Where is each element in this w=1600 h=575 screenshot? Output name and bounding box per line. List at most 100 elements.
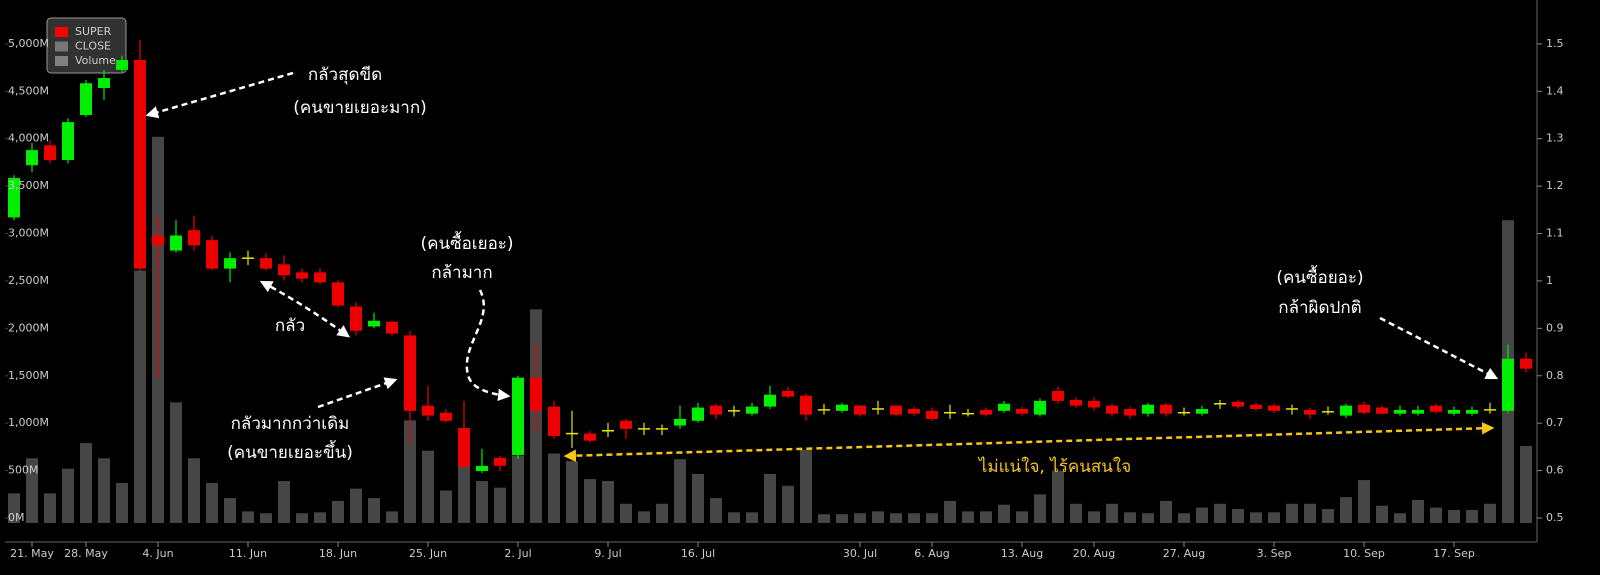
- y2-tick-label: 0.7: [1546, 416, 1564, 429]
- volume-bar: [62, 468, 74, 523]
- volume-bar: [602, 481, 614, 523]
- volume-bar: [1322, 508, 1334, 523]
- volume-bar: [836, 514, 848, 523]
- volume-bar: [854, 513, 866, 523]
- volume-bar: [1052, 470, 1064, 523]
- volume-bar: [746, 512, 758, 523]
- y2-tick-label: 1.1: [1546, 227, 1564, 240]
- candle-body: [476, 465, 488, 472]
- volume-bar: [512, 455, 524, 523]
- legend-swatch: [55, 27, 68, 37]
- candle-body: [908, 408, 920, 414]
- x-tick-label: 11. Jun: [229, 547, 267, 560]
- candle-body: [1340, 405, 1352, 416]
- x-tick-label: 18. Jun: [319, 547, 357, 560]
- volume-bar: [1106, 503, 1118, 523]
- volume-bar: [1394, 513, 1406, 523]
- candle-body: [80, 83, 92, 115]
- y-tick-label: 4,000M: [8, 132, 49, 145]
- candle-body: [1016, 408, 1028, 414]
- volume-bar: [314, 512, 326, 523]
- candle-body: [1232, 401, 1244, 407]
- volume-bar: [566, 461, 578, 523]
- x-tick-label: 3. Sep: [1257, 547, 1292, 560]
- candle-body: [1448, 409, 1460, 414]
- candle-body: [440, 412, 452, 421]
- x-tick-label: 21. May: [10, 547, 54, 560]
- x-tick-label: 25. Jun: [409, 547, 447, 560]
- arrow: [465, 289, 511, 402]
- plot-area: [8, 40, 1532, 523]
- volume-bar: [1142, 513, 1154, 523]
- annotation-arrows: [145, 71, 1499, 462]
- volume-bar: [908, 513, 920, 523]
- candle-body: [1142, 404, 1154, 414]
- volume-bar: [260, 513, 272, 523]
- volume-bar: [80, 443, 92, 523]
- y2-tick-label: 1.4: [1546, 84, 1564, 97]
- volume-bar: [98, 458, 110, 523]
- y-tick-label: 5,000M: [8, 37, 49, 50]
- volume-bar: [584, 479, 596, 523]
- volume-bar: [134, 270, 146, 523]
- candle-body: [458, 427, 470, 467]
- volume-bar: [872, 511, 884, 523]
- legend-label: Volume: [75, 54, 116, 67]
- volume-bar: [1340, 497, 1352, 523]
- candle-body: [890, 405, 902, 415]
- volume-bar: [206, 482, 218, 523]
- candle-body: [1052, 390, 1064, 401]
- volume-bar: [1358, 480, 1370, 523]
- volume-bar: [1160, 500, 1172, 523]
- x-tick-label: 2. Jul: [504, 547, 531, 560]
- candle-body: [980, 409, 992, 415]
- volume-bar: [1412, 499, 1424, 523]
- annotation: (คนซื้อเยอะ): [420, 231, 513, 254]
- candle-body: [8, 178, 20, 218]
- candle-body: [44, 145, 56, 161]
- volume-bar: [116, 482, 128, 523]
- volume-bar: [962, 511, 974, 523]
- volume-bar: [998, 504, 1010, 523]
- candle-body: [404, 335, 416, 411]
- volume-bar: [620, 503, 632, 523]
- x-tick-label: 16. Jul: [681, 547, 715, 560]
- candle-body: [548, 406, 560, 436]
- candle-body: [116, 59, 128, 70]
- volume-bar: [818, 514, 830, 523]
- y-tick-label: 2,000M: [8, 321, 49, 334]
- candle-body: [512, 377, 524, 455]
- volume-bar: [242, 511, 254, 523]
- volume-bar: [782, 485, 794, 523]
- arrow: [317, 377, 398, 409]
- candle-body: [1394, 409, 1406, 414]
- arrow: [145, 71, 294, 119]
- candle-body: [368, 320, 380, 327]
- y-tick-label: 3,500M: [8, 179, 49, 192]
- candle-body: [836, 404, 848, 411]
- volume-bar: [926, 513, 938, 523]
- volume-bar: [1448, 509, 1460, 523]
- y2-tick-label: 0.5: [1546, 511, 1564, 524]
- volume-bar: [44, 493, 56, 523]
- volume-bar: [1016, 511, 1028, 523]
- x-tick-label: 9. Jul: [594, 547, 621, 560]
- volume-bar: [890, 513, 902, 523]
- candle-body: [1268, 405, 1280, 411]
- volume-bar: [404, 420, 416, 523]
- volume-bar: [638, 511, 650, 523]
- candle-body: [710, 405, 722, 415]
- candle-body: [278, 264, 290, 276]
- x-tick-label: 20. Aug: [1073, 547, 1115, 560]
- x-tick-label: 10. Sep: [1343, 547, 1385, 560]
- annotation: กล้าผิดปกติ: [1278, 298, 1361, 318]
- annotation: ไม่แน่ใจ, ไร้คนสนใจ: [977, 456, 1131, 477]
- volume-bar: [476, 481, 488, 523]
- candle-body: [1520, 358, 1532, 369]
- x-tick-label: 13. Aug: [1001, 547, 1043, 560]
- annotation: (คนซื้อยอะ): [1276, 265, 1363, 288]
- arrow: [259, 280, 351, 338]
- candle-body: [926, 410, 938, 419]
- candle-body: [1304, 409, 1316, 415]
